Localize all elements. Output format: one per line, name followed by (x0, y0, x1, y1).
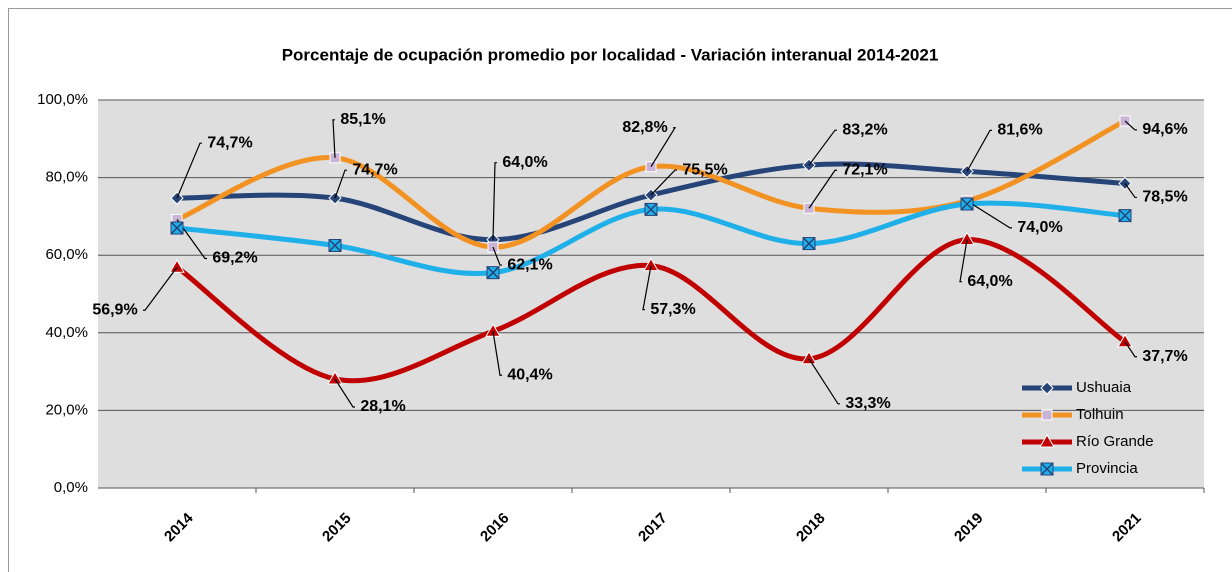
value-label: 75,5% (682, 161, 727, 178)
value-label: 74,7% (207, 134, 252, 151)
value-label: 74,7% (352, 161, 397, 178)
leader-line (959, 239, 968, 283)
x-tick-label: 2018 (793, 510, 829, 546)
x-tick-label: 2017 (635, 510, 671, 546)
y-tick-label: 100,0% (37, 91, 88, 108)
marker (1040, 381, 1054, 395)
marker (327, 370, 343, 385)
marker (959, 231, 975, 246)
marker (644, 202, 658, 216)
x-tick-label: 2019 (951, 510, 987, 546)
leader-line (966, 129, 992, 172)
value-label: 37,7% (1142, 348, 1187, 365)
plot-area (98, 100, 1204, 488)
marker-x (1040, 462, 1054, 476)
marker (1118, 209, 1132, 223)
marker (960, 197, 974, 211)
value-label: 64,0% (502, 154, 547, 171)
leader-line (1124, 120, 1137, 131)
x-tick-label: 2016 (477, 510, 513, 546)
leader-line (334, 169, 347, 199)
marker (1039, 434, 1055, 448)
x-tick-label: 2014 (161, 509, 197, 545)
y-tick-label: 20,0% (45, 401, 88, 418)
marker (328, 238, 342, 253)
marker-x (1118, 209, 1132, 223)
marker (1117, 333, 1133, 348)
value-label: 78,5% (1142, 189, 1187, 206)
marker (1041, 409, 1053, 421)
chart-title: Porcentaje de ocupación promedio por loc… (282, 45, 939, 64)
marker-x (170, 221, 184, 235)
marker-x (486, 266, 500, 280)
leader-line (1124, 183, 1137, 199)
marker (643, 257, 659, 272)
leader-line (642, 265, 652, 311)
leader-line (808, 358, 840, 405)
leader-line (176, 142, 202, 199)
x-tick-label: 2021 (1109, 510, 1145, 546)
marker (485, 323, 501, 337)
legend-label: Ushuaia (1076, 379, 1132, 396)
value-label: 56,9% (92, 301, 137, 318)
marker (169, 259, 185, 273)
marker (170, 221, 184, 235)
y-tick-label: 80,0% (45, 169, 88, 186)
leader-line (176, 219, 207, 260)
value-label: 81,6% (997, 122, 1042, 139)
value-label: 74,0% (1017, 219, 1062, 236)
leader-line (650, 169, 677, 196)
value-label: 85,1% (340, 111, 385, 128)
value-label: 64,0% (967, 273, 1012, 290)
leader-line (966, 200, 1012, 229)
leader-line (492, 162, 497, 240)
leader-line (650, 127, 677, 168)
marker-x (328, 238, 342, 253)
frame (8, 8, 1232, 572)
marker-x (644, 202, 658, 216)
leader-line (808, 129, 837, 166)
marker (1040, 462, 1054, 476)
legend-label: Tolhuin (1076, 406, 1124, 423)
marker-x (960, 197, 974, 211)
marker (802, 237, 816, 251)
y-tick-label: 40,0% (45, 324, 88, 341)
y-tick-label: 0,0% (54, 479, 88, 496)
marker (801, 350, 817, 365)
leader-line (334, 378, 355, 408)
x-tick-label: 2015 (319, 510, 355, 546)
leader-line (332, 119, 336, 158)
value-label: 57,3% (650, 301, 695, 318)
legend-label: Provincia (1076, 460, 1138, 477)
value-label: 33,3% (845, 395, 890, 412)
leader-line (808, 169, 837, 209)
leader-line (492, 246, 502, 266)
value-label: 82,8% (622, 119, 667, 136)
leader-line (492, 331, 502, 376)
leader-line (143, 266, 178, 311)
marker-x (802, 237, 816, 251)
value-label: 94,6% (1142, 121, 1187, 138)
value-label: 40,4% (507, 366, 552, 383)
value-label: 83,2% (842, 121, 887, 138)
leader-line (1124, 341, 1137, 358)
value-label: 28,1% (360, 398, 405, 415)
value-label: 62,1% (507, 256, 552, 273)
value-label: 69,2% (212, 250, 257, 267)
value-label: 72,1% (842, 161, 887, 178)
legend-label: Río Grande (1076, 433, 1154, 450)
marker (486, 266, 500, 280)
y-tick-label: 60,0% (45, 246, 88, 263)
